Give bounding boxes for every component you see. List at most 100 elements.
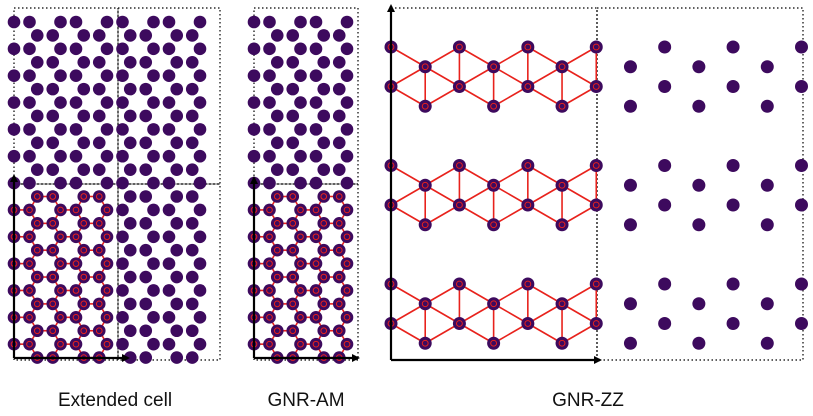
carbon-atom [116,149,129,163]
unit-atom-marker [312,287,320,294]
bond-line [527,303,563,325]
carbon-atom [185,190,199,203]
unit-atom-marker [80,193,88,200]
unit-atom-marker [72,206,80,214]
carbon-atom [69,176,83,190]
carbon-atom [77,324,91,338]
carbon-atom [170,324,184,338]
carbon-atom [726,198,740,212]
carbon-atom [7,123,21,136]
carbon-atom [162,42,176,56]
carbon-atom [185,82,199,96]
carbon-atom [309,96,323,109]
carbon-atom [69,284,83,297]
carbon-atom [270,136,284,150]
carbon-atom [332,55,346,69]
carbon-atom [270,243,284,257]
carbon-atom [193,230,207,244]
carbon-atom [100,69,114,82]
gnr-zz-panel [384,4,808,364]
unit-atom-marker [335,220,343,227]
carbon-atom [54,176,67,190]
carbon-atom [340,69,354,82]
unit-atom-marker [297,287,304,294]
carbon-atom [147,69,160,82]
carbon-atom [116,203,129,217]
carbon-atom [418,60,432,74]
carbon-atom [30,55,44,69]
carbon-atom [309,230,323,244]
carbon-atom [30,82,44,96]
unit-atom-marker [80,246,88,254]
carbon-atom [139,109,153,123]
carbon-atom [794,277,808,291]
carbon-atom [589,317,603,330]
carbon-atom [46,55,60,69]
bond-line [390,66,426,88]
carbon-atom [170,82,184,96]
carbon-atom [23,69,36,82]
carbon-atom [340,42,354,56]
unit-atom-marker [455,201,463,209]
carbon-atom [692,178,706,192]
carbon-atom [139,82,153,96]
unit-atom-marker [103,260,111,267]
unit-atom-marker [26,287,33,294]
carbon-atom [7,69,21,82]
carbon-atom [317,82,331,96]
unit-atom-marker [26,340,33,348]
bond-line [561,303,597,325]
carbon-atom [100,176,114,190]
carbon-atom [139,351,153,364]
carbon-atom [23,149,36,163]
unit-atom-marker [524,83,532,90]
unit-atom-marker [343,340,351,348]
carbon-atom [77,297,91,311]
carbon-atom [263,311,276,324]
carbon-atom [263,96,276,109]
carbon-atom [340,311,354,324]
carbon-atom [317,190,331,203]
carbon-atom [294,42,307,56]
carbon-atom [193,149,207,163]
carbon-atom [193,15,207,29]
carbon-atom [317,163,331,176]
carbon-atom [170,163,184,176]
bond-line [390,46,426,68]
carbon-atom [286,55,300,69]
carbon-atom [123,109,137,123]
carbon-atom [100,123,114,136]
carbon-atom [193,311,207,324]
bond-line [424,322,460,344]
unit-atom-marker [72,233,80,241]
unit-atom-marker [343,233,351,241]
carbon-atom [30,217,44,230]
bond-line [527,283,563,305]
carbon-atom [46,29,60,42]
carbon-atom [139,190,153,203]
carbon-atom [69,149,83,163]
carbon-atom [726,80,740,93]
carbon-atom [193,203,207,217]
carbon-atom [286,109,300,123]
carbon-atom [162,284,176,297]
carbon-atom [270,297,284,311]
unit-atom-marker [72,340,80,348]
unit-atom-marker [33,220,41,227]
carbon-atom [658,40,672,54]
carbon-atom [794,317,808,330]
carbon-atom [309,203,323,217]
unit-atom-marker [26,233,33,241]
bond-line [493,85,529,107]
bond-line [527,322,563,344]
carbon-atom [589,40,603,54]
unit-atom-marker [592,280,600,288]
carbon-atom [263,123,276,136]
bond-line [493,204,529,226]
carbon-atom [30,29,44,42]
carbon-atom [270,82,284,96]
unit-atom-marker [273,193,281,200]
unit-atom-marker [558,63,566,71]
carbon-atom [147,149,160,163]
unit-atom-marker [524,162,532,169]
